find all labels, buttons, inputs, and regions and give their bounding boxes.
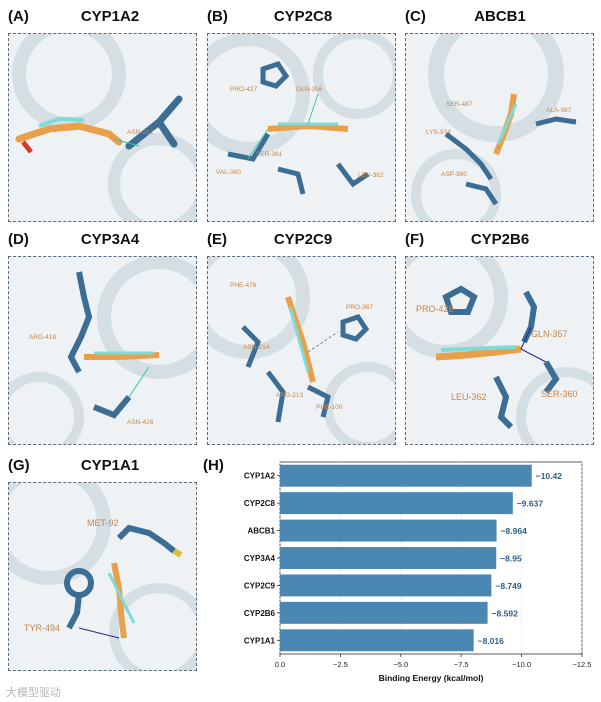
x-tick-label: −2.5 [333, 660, 348, 669]
panel-a-structure: ASN-312 [8, 33, 197, 222]
panel-f-structure: PRO-428 GLN-357 LEU-362 SER-360 [405, 256, 594, 445]
x-tick-label: −7.5 [454, 660, 469, 669]
x-tick-label: 0.0 [275, 660, 285, 669]
panel-c-title: ABCB1 [474, 8, 526, 25]
bar-value-label: −9.637 [517, 499, 544, 509]
panel-e-title: CYP2C9 [273, 231, 333, 248]
panel-g-structure: MET-92 TYR-494 [8, 482, 197, 671]
residue-label: VAL-360 [216, 169, 241, 176]
residue-label: LEU-362 [358, 172, 384, 179]
panel-d-title: CYP3A4 [80, 231, 140, 248]
panel-c-letter: (C) [405, 8, 426, 25]
residue-label: PRO-367 [346, 304, 373, 311]
x-tick-label: −5.0 [393, 660, 408, 669]
bar-value-label: −8.592 [492, 608, 519, 618]
bar-cyp1a2 [280, 464, 532, 487]
x-tick-label: −10.0 [512, 660, 531, 669]
bar-value-label: −8.964 [501, 526, 528, 536]
panel-g-letter: (G) [8, 457, 30, 474]
panel-d-structure: ARG-418 ASN-426 [8, 256, 197, 445]
panel-a-letter: (A) [8, 8, 29, 25]
y-tick-label: CYP1A2 [244, 472, 276, 481]
y-tick-label: CYP2C8 [244, 499, 276, 508]
panel-b-title: CYP2C8 [273, 8, 333, 25]
y-tick-label: CYP2C9 [244, 581, 276, 590]
x-axis-label: Binding Energy (kcal/mol) [379, 673, 484, 683]
y-tick-label: CYP1A1 [244, 636, 276, 645]
residue-label: PHE-476 [230, 282, 257, 289]
x-tick-label: −12.5 [573, 660, 592, 669]
panel-g-title: CYP1A1 [80, 457, 140, 474]
panel-f-molecule-image: PRO-428 GLN-357 LEU-362 SER-360 [406, 257, 593, 444]
residue-label: ASP-980 [441, 171, 467, 178]
panel-c-molecule-image: LYS-974 ASP-980 SER-487 ALA-987 [411, 34, 577, 221]
panel-d-letter: (D) [8, 231, 29, 248]
bar-value-label: −8.95 [500, 554, 522, 564]
residue-label: SER-361 [256, 151, 283, 158]
panel-f-letter: (F) [405, 231, 425, 248]
residue-label: ALA-987 [546, 107, 572, 114]
panel-f-title: CYP2B6 [470, 231, 530, 248]
panel-h-letter: (H) [203, 457, 224, 474]
panel-b-molecule-image: PRO-427 GLN-356 SER-361 VAL-360 LEU-362 [208, 34, 395, 195]
residue-label: LEU-362 [451, 392, 487, 402]
residue-label: PHE-100 [316, 404, 343, 411]
residue-label: ASN-214 [243, 344, 270, 351]
y-tick-label: CYP3A4 [244, 554, 276, 563]
panel-g-molecule-image: MET-92 TYR-494 [9, 483, 196, 670]
residue-label: MET-92 [87, 518, 119, 528]
bar-value-label: −8.016 [478, 636, 505, 646]
residue-label: TYR-494 [24, 623, 60, 633]
bar-cyp3a4 [280, 547, 497, 569]
bar-cyp2c8 [280, 492, 513, 515]
bar-cyp2b6 [280, 601, 488, 624]
residue-label: PRO-427 [230, 86, 257, 93]
panel-b-letter: (B) [207, 8, 228, 25]
bar-value-label: −10.42 [536, 471, 563, 481]
watermark: 大模型驱动 [6, 687, 61, 699]
bar-cyp1a1 [280, 629, 474, 652]
bar-abcb1 [280, 519, 497, 542]
panel-e-structure: PHE-476 PRO-367 ASN-214 ARG-213 PHE-100 [207, 256, 396, 445]
residue-label: SER-487 [446, 101, 473, 108]
residue-label: GLN-357 [531, 329, 568, 339]
panel-a-title: CYP1A2 [80, 8, 140, 25]
residue-label: ASN-312 [127, 129, 154, 136]
binding-energy-chart: 0.0 −2.5 −5.0 −7.5 −10.0 −12.5 CYP1A2 −10.42 CYP… [244, 461, 592, 683]
panel-a-molecule-image: ASN-312 [12, 34, 196, 221]
panel-e-molecule-image: PHE-476 PRO-367 ASN-214 ARG-213 PHE-100 [208, 257, 395, 444]
bar-value-label: −8.749 [495, 581, 522, 591]
y-tick-label: CYP2B6 [244, 609, 276, 618]
residue-label: ARG-418 [29, 334, 56, 341]
bar-cyp2c9 [280, 574, 492, 597]
panel-c-structure: LYS-974 ASP-980 SER-487 ALA-987 [405, 33, 594, 222]
residue-label: LYS-974 [426, 129, 451, 136]
residue-label: ARG-213 [276, 392, 303, 399]
y-tick-label: ABCB1 [247, 527, 275, 536]
panel-b-structure: PRO-427 GLN-356 SER-361 VAL-360 LEU-362 [207, 33, 396, 222]
residue-label: PRO-428 [416, 304, 454, 314]
residue-label: SER-360 [541, 389, 578, 399]
panel-e-letter: (E) [207, 231, 227, 248]
panel-d-molecule-image: ARG-418 ASN-426 [9, 257, 196, 444]
residue-label: GLN-356 [296, 86, 323, 93]
residue-label: ASN-426 [127, 419, 154, 426]
